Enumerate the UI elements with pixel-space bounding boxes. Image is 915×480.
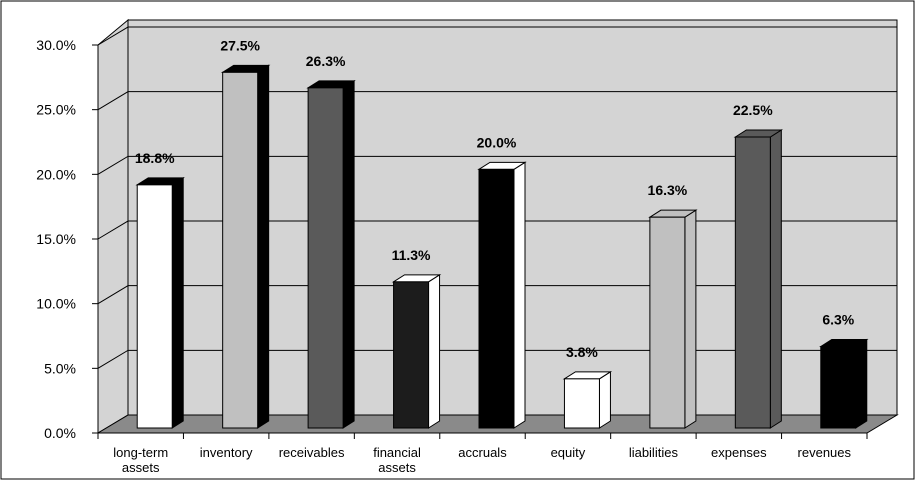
gridline	[97, 155, 897, 175]
bar-side	[598, 370, 611, 429]
x-tick-label-line: assets	[122, 460, 160, 475]
gridline	[97, 91, 897, 111]
gridline	[97, 26, 897, 46]
data-label: 22.5%	[733, 102, 773, 118]
bar: 16.3%	[648, 182, 698, 429]
x-tick-label: revenues	[798, 445, 852, 460]
x-tick-label-line: assets	[378, 460, 416, 475]
data-label: 26.3%	[306, 53, 346, 69]
bar-side	[855, 338, 868, 429]
x-tick-label: receivables	[279, 445, 345, 460]
bar-front	[393, 281, 430, 429]
data-label: 16.3%	[648, 182, 688, 198]
bar: 27.5%	[220, 37, 271, 429]
x-tick-label-line: revenues	[798, 445, 852, 460]
data-label: 3.8%	[566, 344, 598, 360]
x-tick-label: liabilities	[629, 445, 679, 460]
x-tick-label-line: inventory	[200, 445, 253, 460]
side-wall	[97, 18, 129, 434]
bar-front	[478, 168, 515, 429]
gridlines	[97, 26, 897, 369]
bar-front	[734, 136, 771, 429]
x-tick-label: accruals	[458, 445, 507, 460]
data-label: 11.3%	[392, 247, 431, 263]
bar-side	[257, 64, 270, 429]
x-tick-label-line: liabilities	[629, 445, 679, 460]
bar-front	[563, 378, 600, 429]
bar-side	[513, 161, 526, 429]
bar-front	[820, 346, 857, 429]
x-tick-label-line: receivables	[279, 445, 345, 460]
bar: 18.8%	[135, 150, 185, 429]
bar-front	[307, 87, 344, 429]
y-axis: 0.0% 5.0% 10.0% 15.0% 20.0% 25.0% 30.0%	[36, 37, 98, 441]
y-tick-label: 5.0%	[44, 360, 76, 376]
x-tick-label: equity	[551, 445, 586, 460]
data-label: 20.0%	[477, 134, 517, 150]
x-tick-label-line: long-term	[113, 445, 168, 460]
bar-front	[136, 184, 173, 429]
x-tick-label: long-term assets	[113, 445, 168, 475]
x-tick-label: inventory	[200, 445, 253, 460]
y-tick-label: 15.0%	[36, 231, 76, 247]
bar-front	[649, 216, 686, 429]
y-tick-label: 30.0%	[36, 37, 76, 53]
bar-side	[342, 79, 355, 429]
x-tick-label-line: financial	[373, 445, 421, 460]
bar: 22.5%	[733, 102, 784, 429]
gridline	[97, 285, 897, 305]
bar: 20.0%	[477, 134, 527, 429]
bar: 6.3%	[819, 312, 869, 429]
y-tick-label: 25.0%	[36, 102, 76, 118]
gridline	[97, 349, 897, 369]
gridline	[97, 220, 897, 240]
bar-side	[769, 129, 782, 429]
x-tick-label-line: expenses	[711, 445, 767, 460]
bar-side	[684, 209, 697, 429]
bar-front	[222, 71, 259, 429]
y-tick-label: 20.0%	[36, 166, 76, 182]
bar: 3.8%	[562, 344, 613, 429]
x-tick-label: financial assets	[373, 445, 421, 475]
x-tick-label-line: equity	[551, 445, 586, 460]
y-tick-label: 0.0%	[44, 425, 76, 441]
bar-side	[171, 176, 184, 429]
x-tick-label-line: accruals	[458, 445, 507, 460]
bar: 26.3%	[306, 53, 356, 429]
bar-side	[428, 273, 441, 429]
data-label: 27.5%	[220, 37, 260, 53]
data-label: 18.8%	[135, 150, 175, 166]
bar: 11.3%	[392, 247, 442, 429]
data-label: 6.3%	[822, 312, 854, 328]
x-tick-label: expenses	[711, 445, 767, 460]
bars: 18.8% 27.5% 26.3% 11.3% 20.0% 3.8% 16.3% 22.5% 6…	[135, 37, 869, 429]
y-tick-label: 10.0%	[36, 296, 76, 312]
